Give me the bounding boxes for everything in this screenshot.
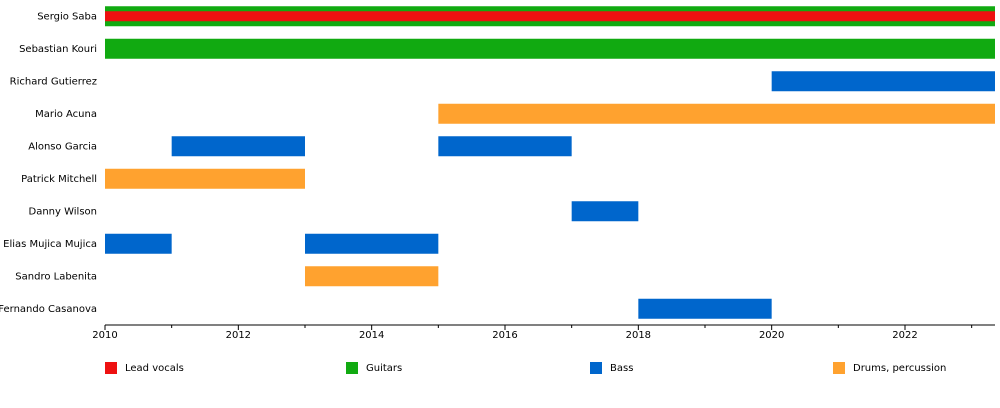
row-label: Danny Wilson — [29, 206, 98, 217]
bar — [171, 136, 305, 157]
x-tick-label: 2018 — [626, 330, 651, 341]
bar — [305, 233, 439, 254]
row-label: Patrick Mitchell — [21, 174, 97, 185]
legend-swatch — [590, 362, 602, 374]
legend-swatch — [346, 362, 358, 374]
bar — [305, 266, 439, 287]
bar — [771, 71, 995, 92]
legend-swatch — [833, 362, 845, 374]
row-label: Sergio Saba — [37, 11, 97, 22]
x-tick-label: 2016 — [492, 330, 517, 341]
bar — [105, 38, 995, 59]
legend-label: Guitars — [366, 363, 402, 374]
x-tick-label: 2012 — [226, 330, 251, 341]
bar — [105, 168, 305, 189]
legend-label: Drums, percussion — [853, 363, 946, 374]
row-label: Mario Acuna — [35, 109, 97, 120]
row-label: Richard Gutierrez — [10, 76, 97, 87]
x-tick-label: 2014 — [359, 330, 384, 341]
bar — [438, 103, 995, 124]
row-label: Sebastian Kouri — [19, 44, 97, 55]
bar — [105, 233, 172, 254]
legend-label: Lead vocals — [125, 363, 184, 374]
legend-label: Bass — [610, 363, 633, 374]
row-label: Elias Mujica Mujica — [3, 239, 97, 250]
legend-swatch — [105, 362, 117, 374]
bar — [105, 11, 995, 22]
row-label: Fernando Casanova — [0, 304, 97, 315]
bar — [438, 136, 572, 157]
bar — [638, 298, 772, 319]
row-label: Alonso Garcia — [28, 141, 97, 152]
x-tick-label: 2020 — [759, 330, 784, 341]
x-tick-label: 2010 — [92, 330, 117, 341]
x-tick-label: 2022 — [892, 330, 917, 341]
row-label: Sandro Labenita — [15, 271, 97, 282]
bar — [571, 201, 639, 222]
